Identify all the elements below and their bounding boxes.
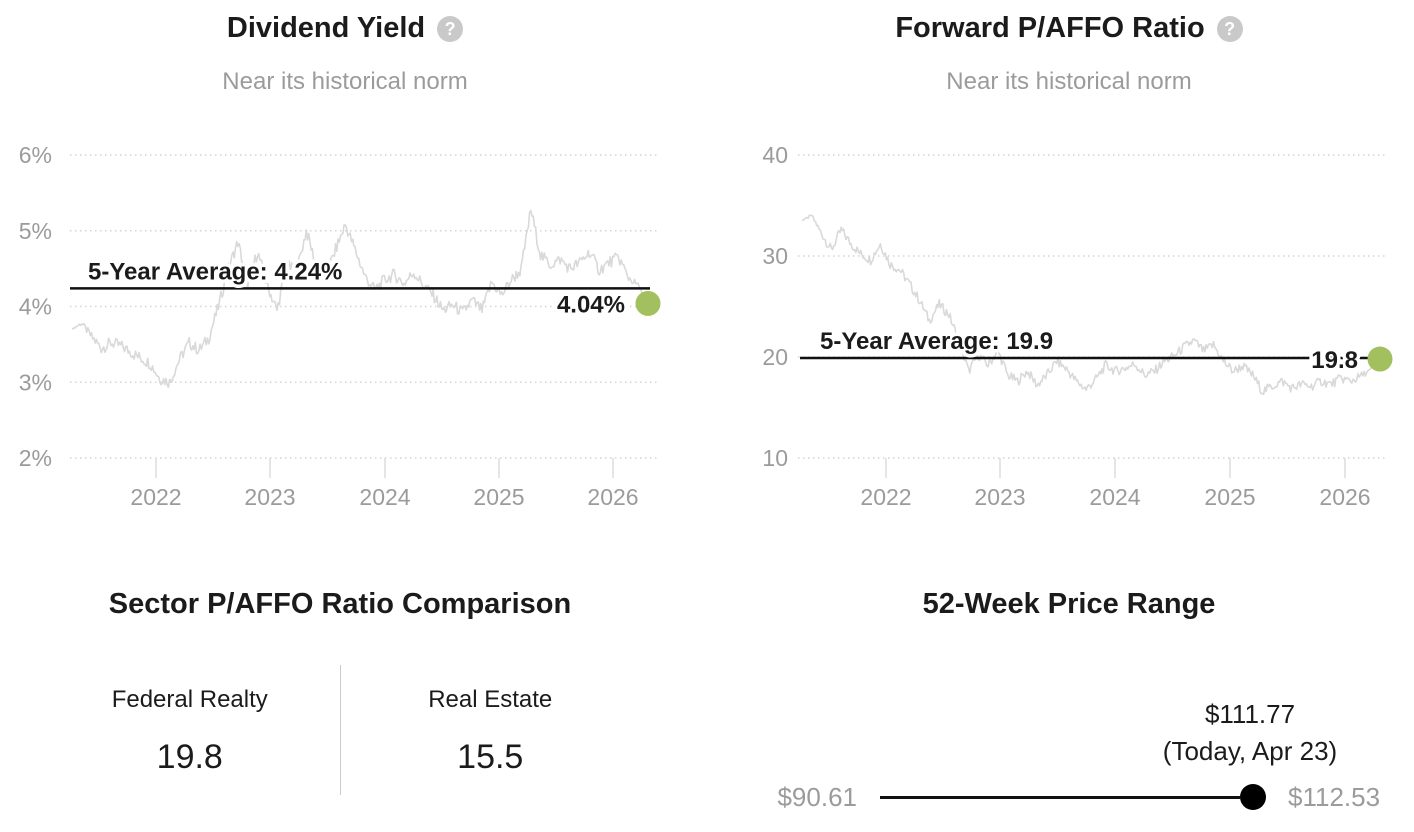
x-axis-label: 2024 bbox=[1089, 484, 1140, 510]
comparison-cell-sector: Real Estate 15.5 bbox=[341, 665, 641, 795]
y-axis-label: 5% bbox=[19, 218, 52, 244]
x-axis-label: 2026 bbox=[587, 484, 638, 510]
y-axis-label: 40 bbox=[762, 142, 788, 168]
price-range-section: 52-Week Price Range $111.77 (Today, Apr … bbox=[724, 588, 1414, 818]
y-axis-label: 10 bbox=[762, 445, 788, 471]
price-range-title: 52-Week Price Range bbox=[922, 588, 1216, 620]
x-axis-label: 2023 bbox=[974, 484, 1025, 510]
paffo-chart: 40 30 20 10 2022 2023 2024 2025 2026 5-Year Avera… bbox=[762, 142, 1393, 510]
high-price-label: $112.53 bbox=[1288, 782, 1381, 812]
x-axis-label: 2026 bbox=[1319, 484, 1370, 510]
sector-comparison: Sector P/AFFO Ratio Comparison Federal R… bbox=[40, 588, 640, 795]
x-axis-label: 2023 bbox=[244, 484, 295, 510]
current-value-dot bbox=[1367, 346, 1393, 372]
company-name: Federal Realty bbox=[111, 686, 268, 713]
company-paffo-value: 19.8 bbox=[156, 738, 223, 776]
paffo-subtitle: Near its historical norm bbox=[946, 68, 1192, 95]
x-axis-label: 2024 bbox=[359, 484, 410, 510]
sector-paffo-value: 15.5 bbox=[457, 738, 524, 776]
x-axis-label: 2025 bbox=[1204, 484, 1255, 510]
sector-comparison-title: Sector P/AFFO Ratio Comparison bbox=[108, 588, 572, 620]
dividend-yield-title: Dividend Yield bbox=[226, 12, 426, 44]
paffo-title: Forward P/AFFO Ratio bbox=[895, 12, 1205, 44]
dividend-yield-chart: 6% 5% 4% 3% 2% 2022 2023 2024 2025 2026 5-Year Ave… bbox=[19, 142, 661, 510]
history-series-line bbox=[71, 209, 649, 389]
current-value-label: 4.04% bbox=[557, 291, 625, 318]
current-value-dot bbox=[635, 290, 661, 316]
y-axis-label: 2% bbox=[19, 445, 52, 471]
y-axis-label: 20 bbox=[762, 344, 788, 370]
average-label: 5-Year Average: 19.9 bbox=[820, 328, 1053, 355]
help-icon[interactable]: ? bbox=[437, 15, 464, 42]
dividend-yield-header: Dividend Yield ? bbox=[0, 12, 690, 45]
sector-comparison-row: Federal Realty 19.8 Real Estate 15.5 bbox=[40, 665, 640, 795]
y-axis-label: 6% bbox=[19, 142, 52, 168]
price-range-widget: $111.77 (Today, Apr 23) $90.61 $112.53 bbox=[724, 621, 1414, 812]
help-icon[interactable]: ? bbox=[1216, 15, 1243, 42]
current-price-label: $111.77 bbox=[1204, 699, 1296, 729]
sector-name: Real Estate bbox=[428, 686, 553, 713]
current-price-dot bbox=[1240, 784, 1266, 810]
current-value-label: 19.8 bbox=[1311, 347, 1358, 374]
low-price-label: $90.61 bbox=[777, 782, 857, 812]
y-axis-label: 3% bbox=[19, 369, 52, 395]
x-axis-label: 2022 bbox=[860, 484, 911, 510]
paffo-header: Forward P/AFFO Ratio ? bbox=[724, 12, 1414, 45]
y-axis-label: 4% bbox=[19, 294, 52, 320]
x-axis-label: 2025 bbox=[473, 484, 524, 510]
current-price-date: (Today, Apr 23) bbox=[1162, 736, 1338, 766]
x-axis-label: 2022 bbox=[130, 484, 181, 510]
price-range-track bbox=[880, 796, 1240, 799]
average-label: 5-Year Average: 4.24% bbox=[88, 258, 342, 285]
dividend-yield-subtitle: Near its historical norm bbox=[222, 68, 468, 95]
y-axis-label: 30 bbox=[762, 243, 788, 269]
comparison-cell-company: Federal Realty 19.8 bbox=[40, 665, 341, 795]
history-series-line bbox=[801, 214, 1381, 396]
